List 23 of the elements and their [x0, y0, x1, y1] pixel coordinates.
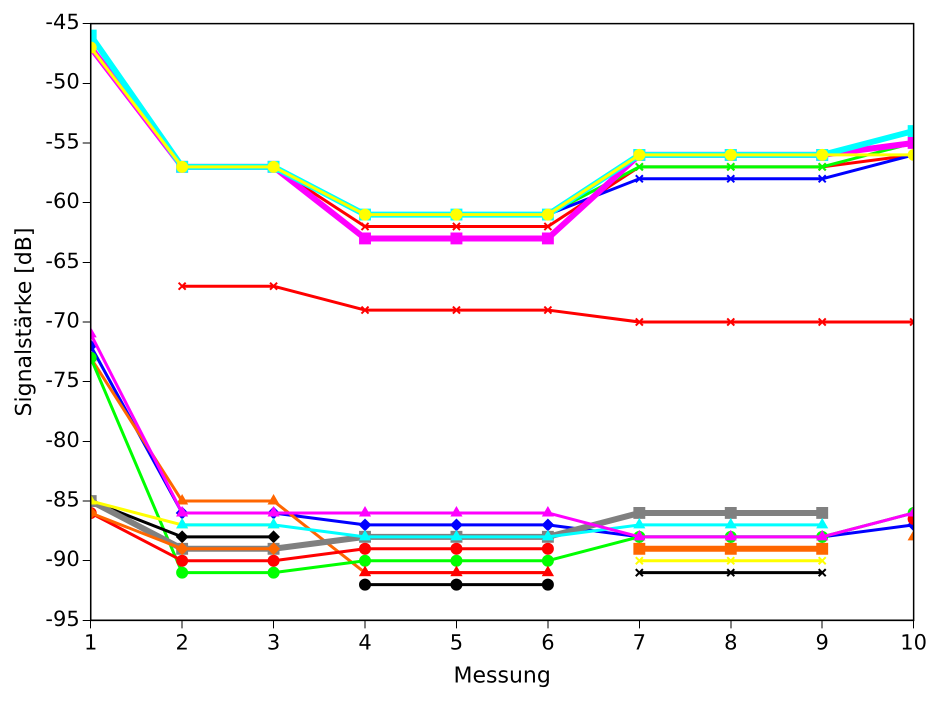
- x-tick-label: 2: [175, 630, 189, 654]
- y-tick-label: -70: [45, 308, 80, 332]
- y-tick-label: -65: [45, 248, 80, 273]
- y-tick-label: -80: [45, 428, 80, 452]
- x-tick-label: 4: [358, 630, 372, 654]
- x-tick-label: 1: [84, 630, 98, 654]
- y-tick-label: -50: [45, 70, 80, 94]
- y-tick-label: -75: [45, 368, 80, 392]
- y-tick-label: -90: [45, 547, 80, 572]
- x-tick-label: 7: [632, 630, 646, 654]
- y-tick-label: -85: [45, 487, 80, 512]
- x-axis-title: Messung: [454, 664, 551, 689]
- y-tick-label: -45: [45, 10, 80, 34]
- x-tick-label: 6: [541, 630, 555, 654]
- y-axis-title: Signalstärke [dB]: [12, 228, 37, 416]
- x-tick-label: 5: [450, 630, 464, 654]
- y-tick-label: -95: [45, 606, 80, 631]
- y-tick-label: -55: [45, 129, 80, 154]
- x-tick-label: 3: [266, 630, 280, 654]
- x-tick-label: 10: [900, 630, 928, 654]
- y-tick-label: -60: [45, 189, 80, 214]
- x-tick-label: 8: [724, 630, 738, 654]
- x-tick-label: 9: [816, 630, 829, 654]
